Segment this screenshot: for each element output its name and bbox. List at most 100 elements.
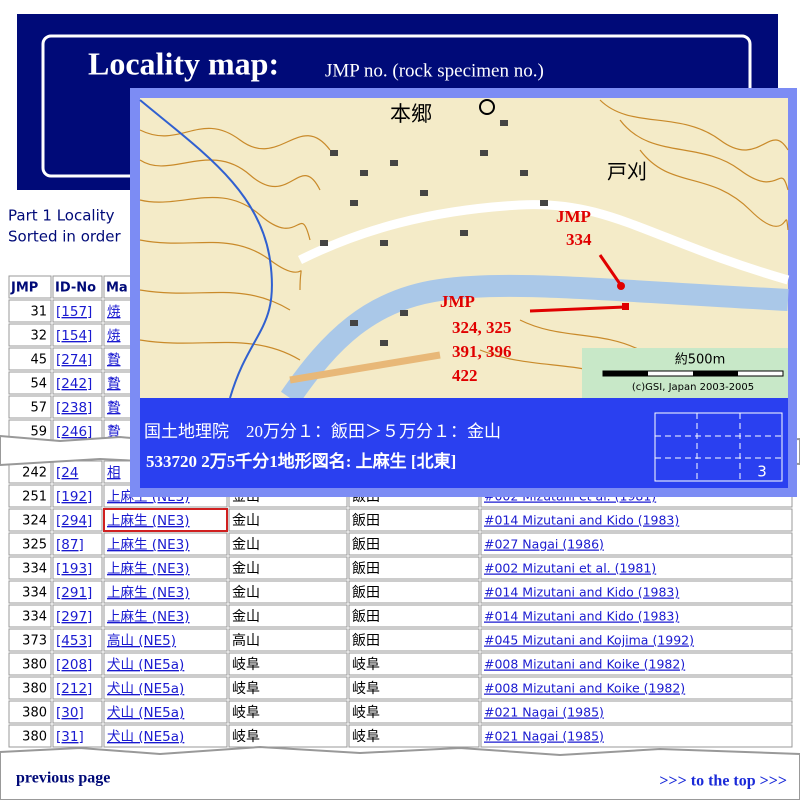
table-cell xyxy=(348,556,480,580)
table-cell xyxy=(103,652,228,676)
jmp-cell: 32 xyxy=(30,329,47,344)
link-cell[interactable]: [30] xyxy=(56,705,84,721)
table-cell xyxy=(228,652,348,676)
link-cell[interactable]: [192] xyxy=(56,489,92,505)
link-cell[interactable]: [154] xyxy=(56,328,92,344)
link-cell[interactable]: [24 xyxy=(56,465,78,481)
table-cell xyxy=(52,275,103,299)
top-link[interactable]: >>> to the top >>> xyxy=(659,773,787,790)
link-cell[interactable]: #045 Mizutani and Kojima (1992) xyxy=(484,633,694,648)
region-cell: 金山 xyxy=(232,561,260,577)
intro-line: Part 1 Locality xyxy=(8,207,115,225)
region-cell: 岐阜 xyxy=(352,656,380,673)
link-cell[interactable]: 焼 xyxy=(107,304,121,320)
link-cell[interactable]: [291] xyxy=(56,585,92,601)
link-cell[interactable]: [31] xyxy=(56,729,84,745)
table-cell xyxy=(480,508,793,532)
link-cell[interactable]: 上麻生 (NE3) xyxy=(107,513,190,529)
jmp-cell: 334 xyxy=(22,562,47,577)
table-cell xyxy=(52,299,103,323)
link-cell[interactable]: #014 Mizutani and Kido (1983) xyxy=(484,609,679,624)
link-cell[interactable]: 贄 xyxy=(107,351,121,368)
link-cell[interactable]: [238] xyxy=(56,400,92,416)
link-cell[interactable]: 犬山 (NE5a) xyxy=(107,705,184,721)
region-cell: 岐阜 xyxy=(232,656,260,673)
region-cell: 岐阜 xyxy=(232,680,260,697)
stream xyxy=(139,99,273,399)
link-cell[interactable]: #008 Mizutani and Koike (1982) xyxy=(484,681,685,696)
region-cell: 金山 xyxy=(232,513,260,529)
link-cell[interactable]: [208] xyxy=(56,657,92,673)
link-cell[interactable]: 上麻生 (NE3) xyxy=(107,609,190,625)
link-cell[interactable]: #027 Nagai (1986) xyxy=(484,537,604,552)
table-cell xyxy=(103,700,228,724)
jmp-cell: 31 xyxy=(30,305,47,320)
jmp-cell: 373 xyxy=(22,634,47,649)
jmp-cell: 380 xyxy=(22,730,47,745)
jmp-cell: 380 xyxy=(22,682,47,697)
table-cell xyxy=(8,676,52,700)
table-cell xyxy=(228,556,348,580)
link-cell[interactable]: [246] xyxy=(56,424,92,440)
table-cell xyxy=(8,628,52,652)
jmp-cell: 334 xyxy=(22,586,47,601)
link-cell[interactable]: 犬山 (NE5a) xyxy=(107,729,184,745)
table-cell xyxy=(103,676,228,700)
jmp-cell: 45 xyxy=(30,353,47,368)
link-cell[interactable]: #021 Nagai (1985) xyxy=(484,729,604,744)
jmp-cell: 380 xyxy=(22,658,47,673)
link-cell[interactable]: 上麻生 (NE3) xyxy=(107,537,190,553)
link-cell[interactable]: 贄 xyxy=(107,399,121,416)
region-cell: 飯田 xyxy=(352,560,380,577)
table-cell xyxy=(103,580,228,604)
link-cell[interactable]: #008 Mizutani and Koike (1982) xyxy=(484,657,685,672)
highlight xyxy=(103,508,228,532)
table-cell xyxy=(480,724,793,748)
link-cell[interactable]: [274] xyxy=(56,352,92,368)
link-cell[interactable]: [157] xyxy=(56,304,92,320)
table-cell xyxy=(228,676,348,700)
link-cell[interactable]: #021 Nagai (1985) xyxy=(484,705,604,720)
table-cell xyxy=(8,299,52,323)
table-cell xyxy=(8,371,52,395)
subtitle: JMP no. (rock specimen no.) xyxy=(325,60,544,81)
link-cell[interactable]: 上麻生 (NE3) xyxy=(107,585,190,601)
link-cell[interactable]: [87] xyxy=(56,537,84,553)
link-cell[interactable]: 焼 xyxy=(107,328,121,344)
map-symbol xyxy=(479,99,495,115)
link-cell[interactable]: [193] xyxy=(56,561,92,577)
region-cell: 岐阜 xyxy=(352,680,380,697)
link-cell[interactable]: [242] xyxy=(56,376,92,392)
jmp-cell: 325 xyxy=(22,538,47,553)
link-cell[interactable]: #014 Mizutani and Kido (1983) xyxy=(484,585,679,600)
region-cell: 飯田 xyxy=(352,584,380,601)
locality-point xyxy=(622,303,629,310)
table-cell xyxy=(52,700,103,724)
prev-link[interactable]: previous page xyxy=(16,770,110,787)
table-cell xyxy=(103,628,228,652)
link-cell[interactable]: 犬山 (NE5a) xyxy=(107,657,184,673)
table-cell xyxy=(8,580,52,604)
table-cell xyxy=(52,556,103,580)
table-cell xyxy=(228,580,348,604)
link-cell[interactable]: [294] xyxy=(56,513,92,529)
table-cell xyxy=(52,532,103,556)
link-cell[interactable]: #002 Mizutani et al. (1981) xyxy=(484,561,656,576)
link-cell[interactable]: 犬山 (NE5a) xyxy=(107,681,184,697)
table-cell xyxy=(348,508,480,532)
link-cell[interactable]: #014 Mizutani and Kido (1983) xyxy=(484,513,679,528)
link-cell[interactable]: 高山 (NE5) xyxy=(107,632,176,649)
jmp-label: JMP xyxy=(440,292,475,311)
link-cell[interactable]: 上麻生 (NE3) xyxy=(107,561,190,577)
title: Locality map: xyxy=(88,45,279,81)
region-cell: 飯田 xyxy=(352,512,380,529)
link-cell[interactable]: 相 xyxy=(107,465,121,481)
link-cell[interactable]: 贄 xyxy=(107,375,121,392)
link-cell[interactable]: [212] xyxy=(56,681,92,697)
link-cell[interactable]: 贄 xyxy=(107,423,121,440)
link-cell[interactable]: [297] xyxy=(56,609,92,625)
link-cell[interactable]: [453] xyxy=(56,633,92,649)
region-cell: 岐阜 xyxy=(352,704,380,721)
region-cell: 金山 xyxy=(232,537,260,553)
